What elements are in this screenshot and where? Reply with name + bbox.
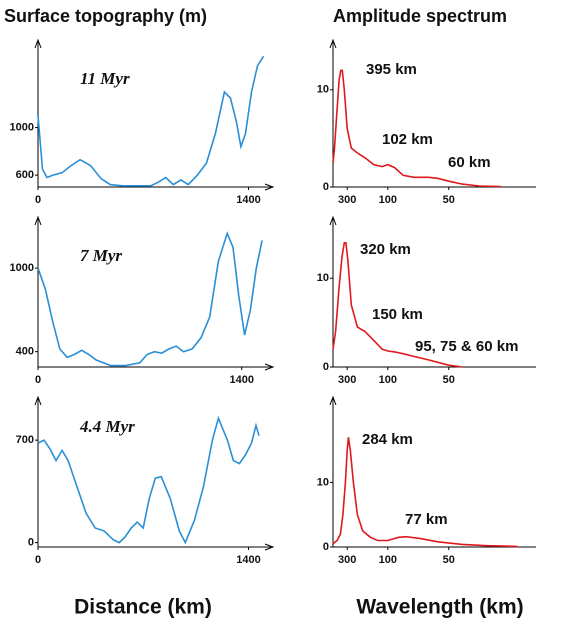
annotation: 320 km bbox=[360, 241, 411, 258]
x-tick-label: 100 bbox=[379, 374, 397, 386]
x-tick-label: 100 bbox=[379, 554, 397, 566]
x-tick-label: 1400 bbox=[229, 374, 253, 386]
y-tick-label: 10 bbox=[317, 476, 329, 488]
annotation: 395 km bbox=[366, 61, 417, 78]
y-arrow bbox=[34, 215, 42, 226]
y-arrow bbox=[329, 38, 337, 49]
y-tick-label: 0 bbox=[323, 541, 329, 553]
annotation: 60 km bbox=[448, 154, 491, 171]
y-arrow bbox=[34, 395, 42, 406]
x-arrow bbox=[264, 363, 275, 371]
x-tick-label: 50 bbox=[443, 194, 455, 206]
y-tick-label: 1000 bbox=[10, 262, 34, 274]
x-arrow bbox=[264, 183, 275, 191]
x-tick-label: 300 bbox=[338, 554, 356, 566]
data-line bbox=[37, 415, 260, 545]
x-tick-label: 50 bbox=[443, 554, 455, 566]
x-tick-label: 1400 bbox=[236, 194, 260, 206]
annotation: 284 km bbox=[362, 431, 413, 448]
y-tick-label: 0 bbox=[323, 361, 329, 373]
left-title: Surface topography (m) bbox=[4, 6, 207, 26]
y-tick-label: 400 bbox=[16, 346, 34, 358]
annotation: 95, 75 & 60 km bbox=[415, 338, 518, 355]
y-tick-label: 10 bbox=[317, 272, 329, 284]
right-title: Amplitude spectrum bbox=[333, 6, 507, 26]
y-tick-label: 10 bbox=[317, 84, 329, 96]
y-tick-label: 1000 bbox=[10, 122, 34, 134]
annotation: 102 km bbox=[382, 131, 433, 148]
annotation: 4.4 Myr bbox=[79, 417, 135, 436]
data-line bbox=[37, 55, 265, 187]
x-tick-label: 300 bbox=[338, 194, 356, 206]
data-line bbox=[332, 69, 502, 188]
x-tick-label: 100 bbox=[379, 194, 397, 206]
y-tick-label: 0 bbox=[28, 537, 34, 549]
y-arrow bbox=[329, 215, 337, 226]
x-tick-label: 0 bbox=[35, 374, 41, 386]
x-tick-label: 0 bbox=[35, 554, 41, 566]
x-tick-label: 0 bbox=[35, 194, 41, 206]
data-line bbox=[332, 437, 518, 548]
right-x-label: Wavelength (km) bbox=[356, 596, 523, 619]
data-line bbox=[37, 231, 263, 367]
x-tick-label: 1400 bbox=[236, 554, 260, 566]
y-tick-label: 700 bbox=[16, 434, 34, 446]
y-tick-label: 0 bbox=[323, 181, 329, 193]
y-tick-label: 600 bbox=[16, 169, 34, 181]
annotation: 11 Myr bbox=[80, 69, 130, 88]
y-arrow bbox=[329, 395, 337, 406]
left-x-label: Distance (km) bbox=[74, 596, 212, 619]
x-tick-label: 300 bbox=[338, 374, 356, 386]
x-arrow bbox=[264, 543, 275, 551]
y-arrow bbox=[34, 38, 42, 49]
annotation: 77 km bbox=[405, 511, 448, 528]
x-tick-label: 50 bbox=[443, 374, 455, 386]
data-line bbox=[332, 242, 463, 368]
annotation: 150 km bbox=[372, 306, 423, 323]
annotation: 7 Myr bbox=[80, 246, 122, 265]
